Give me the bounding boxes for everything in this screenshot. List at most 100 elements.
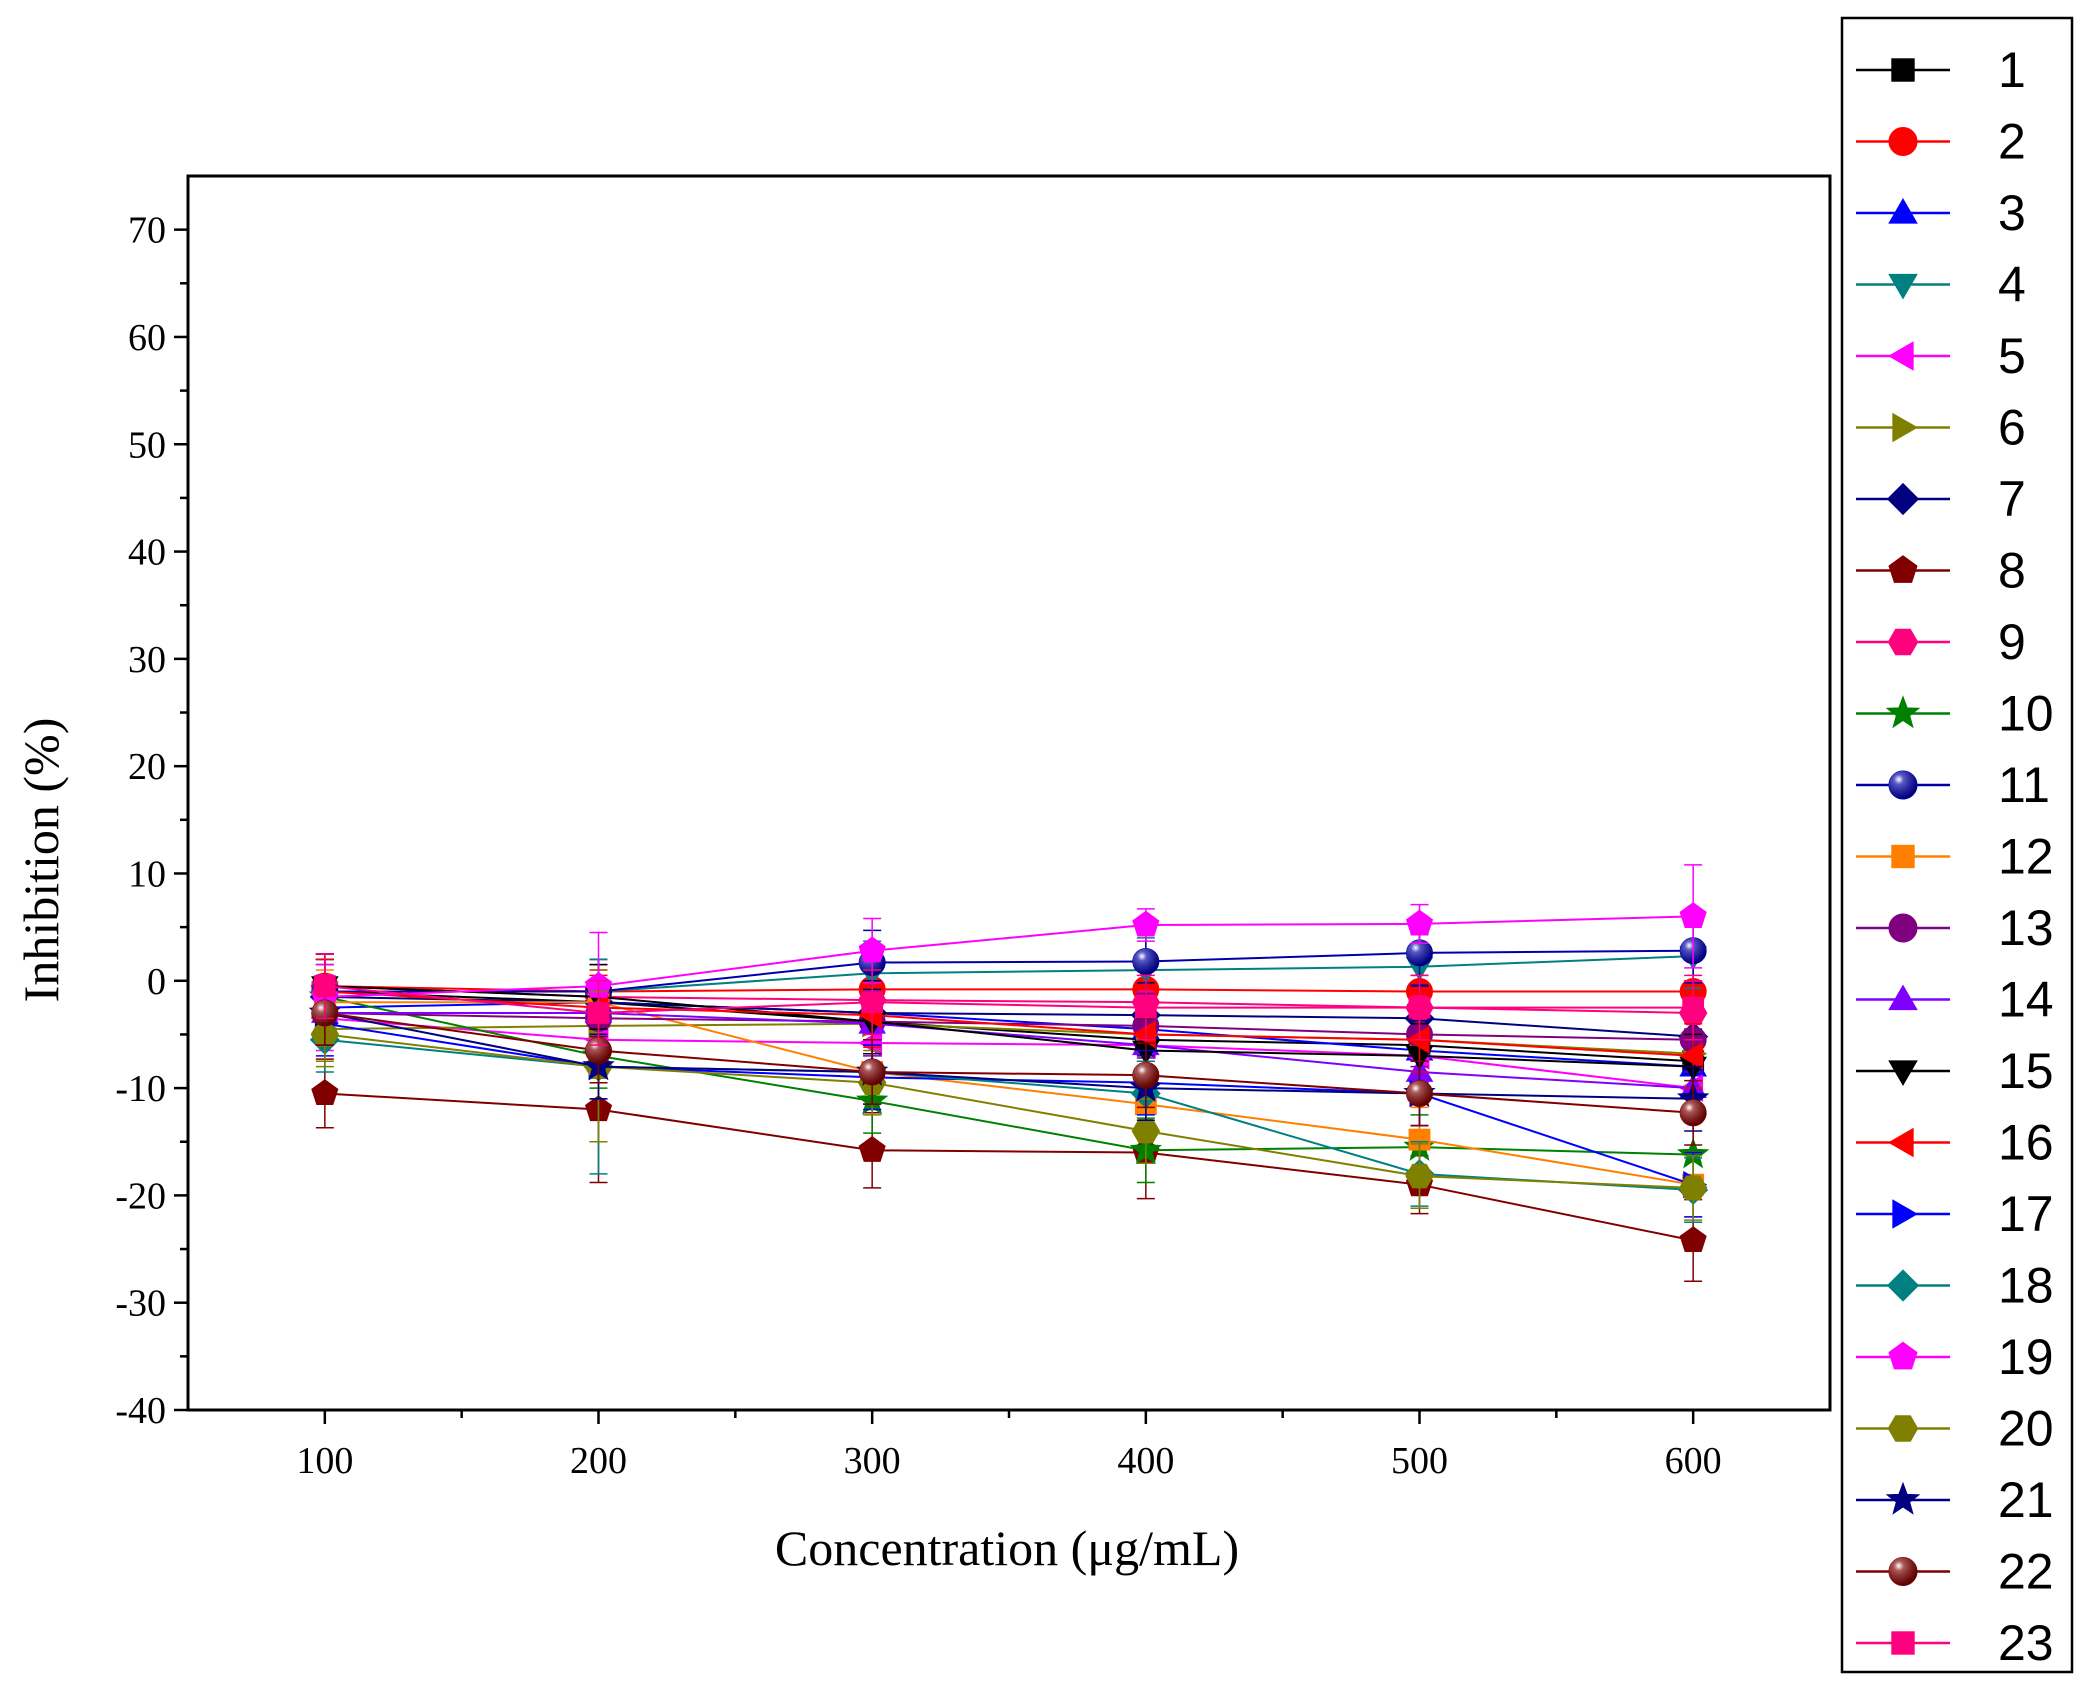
legend-marker <box>1888 1060 1918 1087</box>
series-line-12 <box>324 1001 1694 1186</box>
legend-marker <box>1891 844 1915 869</box>
data-point <box>1406 939 1433 967</box>
legend-marker <box>1888 770 1918 800</box>
legend-label: 4 <box>1998 257 2026 313</box>
y-tick-label: 50 <box>128 424 166 466</box>
legend-item-7: 7 <box>1856 471 2026 527</box>
legend-label: 15 <box>1998 1043 2054 1099</box>
legend-item-17: 17 <box>1856 1186 2054 1242</box>
x-tick-label: 400 <box>1117 1440 1174 1482</box>
y-axis-title: Inhibition (%) <box>13 718 69 1003</box>
y-tick-label: -30 <box>115 1283 166 1325</box>
legend-label: 2 <box>1998 114 2026 170</box>
data-point <box>1405 909 1434 936</box>
data-point <box>858 1029 883 1057</box>
data-point <box>1682 996 1705 1019</box>
y-tick-label: 20 <box>128 746 166 788</box>
data-point <box>858 1136 886 1162</box>
series-23 <box>313 953 1705 1046</box>
y-tick-label: 60 <box>128 317 166 359</box>
x-tick-label: 100 <box>296 1440 353 1482</box>
legend-label: 12 <box>1998 829 2054 885</box>
y-tick-label: 10 <box>128 853 166 895</box>
legend-item-10: 10 <box>1856 686 2054 742</box>
y-tick-label: 0 <box>147 961 166 1003</box>
legend-marker <box>1888 913 1918 943</box>
x-axis-title: Concentration (μg/mL) <box>775 1520 1239 1576</box>
data-point <box>1678 1175 1708 1201</box>
legend-item-11: 11 <box>1856 757 2050 813</box>
y-tick-label: -40 <box>115 1390 166 1432</box>
data-point <box>585 1037 612 1065</box>
y-tick-label: 30 <box>128 639 166 681</box>
legend-label: 21 <box>1998 1472 2054 1528</box>
x-tick-label: 300 <box>844 1440 901 1482</box>
y-tick-label: 40 <box>128 532 166 574</box>
legend-label: 13 <box>1998 900 2054 956</box>
legend-label: 22 <box>1998 1544 2054 1600</box>
legend-marker <box>1892 1199 1919 1229</box>
legend-label: 11 <box>1998 757 2050 813</box>
legend-item-19: 19 <box>1856 1329 2054 1385</box>
legend-item-9: 9 <box>1856 614 2026 670</box>
legend-item-18: 18 <box>1856 1258 2054 1314</box>
legend-marker <box>1887 341 1914 371</box>
legend-item-15: 15 <box>1856 1043 2054 1099</box>
data-point <box>1679 902 1707 928</box>
series-line-5 <box>324 1017 1694 1090</box>
legend-label: 1 <box>1998 42 2026 98</box>
legend-item-3: 3 <box>1856 185 2026 241</box>
legend-label: 10 <box>1998 686 2054 742</box>
legend-label: 14 <box>1998 972 2054 1028</box>
legend-marker <box>1891 58 1915 82</box>
series-line-15 <box>324 985 1694 1068</box>
legend-item-21: 21 <box>1856 1472 2054 1528</box>
legend-item-13: 13 <box>1856 900 2054 956</box>
x-tick-label: 200 <box>570 1440 627 1482</box>
legend-item-16: 16 <box>1856 1115 2054 1171</box>
legend-item-5: 5 <box>1856 328 2026 384</box>
series-line-10 <box>324 995 1694 1156</box>
legend-marker <box>1888 555 1918 583</box>
series-line-21 <box>324 1012 1694 1100</box>
legend-item-6: 6 <box>1856 400 2026 456</box>
legend-marker <box>1885 1481 1921 1515</box>
legend-label: 17 <box>1998 1186 2054 1242</box>
plot-frame <box>186 174 1832 1412</box>
data-point <box>1679 1226 1707 1252</box>
legend-item-1: 1 <box>1856 42 2026 98</box>
legend-marker <box>1891 1631 1915 1655</box>
data-point <box>1679 1042 1704 1070</box>
data-point <box>1132 910 1160 937</box>
data-point <box>1408 996 1431 1019</box>
data-point <box>1405 1163 1434 1189</box>
y-tick-label: -20 <box>115 1175 166 1217</box>
legend-label: 8 <box>1998 543 2026 599</box>
legend-marker <box>1886 1269 1920 1302</box>
x-tick-label: 600 <box>1665 1440 1722 1482</box>
data-point <box>313 975 336 998</box>
series-line-22 <box>324 1012 1694 1114</box>
legend-item-4: 4 <box>1856 257 2026 313</box>
legend-item-2: 2 <box>1856 114 2026 170</box>
legend-item-12: 12 <box>1856 829 2054 885</box>
x-tick-label: 500 <box>1391 1440 1448 1482</box>
data-point <box>1131 1118 1161 1144</box>
legend-label: 5 <box>1998 328 2026 384</box>
legend-item-14: 14 <box>1856 972 2054 1028</box>
series-line-23 <box>324 985 1694 1015</box>
legend-item-22: 22 <box>1856 1544 2054 1600</box>
legend-marker <box>1892 412 1919 443</box>
data-point <box>1131 1020 1156 1049</box>
axes: -40 -30 -20 -10 0 10 20 30 40 50 60 70 100 200 300 400 5… <box>115 174 1832 1482</box>
legend-label: 18 <box>1998 1258 2054 1314</box>
legend-marker <box>1888 984 1918 1011</box>
legend-marker <box>1887 1127 1914 1158</box>
y-tick-label: 70 <box>128 210 166 252</box>
legend-marker <box>1887 1415 1919 1442</box>
series-line-11 <box>324 949 1694 993</box>
legend-label: 23 <box>1998 1615 2054 1671</box>
legend-item-8: 8 <box>1856 543 2026 599</box>
